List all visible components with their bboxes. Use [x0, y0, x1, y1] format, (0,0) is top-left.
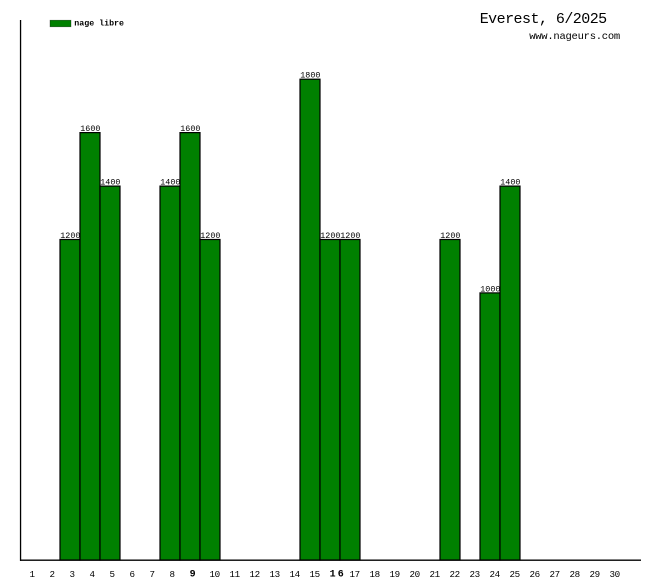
svg-text:14: 14	[290, 569, 301, 580]
svg-text:2: 2	[50, 569, 55, 580]
svg-text:nage libre: nage libre	[74, 19, 124, 29]
svg-text:1200: 1200	[200, 231, 220, 241]
svg-text:1400: 1400	[100, 178, 120, 188]
svg-text:25: 25	[510, 569, 520, 580]
svg-text:1200: 1200	[320, 231, 340, 241]
svg-text:18: 18	[370, 569, 380, 580]
svg-text:1600: 1600	[80, 124, 100, 134]
svg-text:1200: 1200	[60, 231, 80, 241]
svg-text:3: 3	[70, 569, 75, 580]
svg-text:1: 1	[30, 569, 36, 580]
svg-text:6: 6	[130, 569, 135, 580]
svg-text:Everest, 6/2025: Everest, 6/2025	[480, 11, 608, 28]
svg-text:1200: 1200	[440, 231, 460, 241]
svg-text:29: 29	[590, 569, 600, 580]
svg-text:15: 15	[310, 569, 320, 580]
svg-text:9: 9	[190, 570, 196, 580]
svg-text:23: 23	[470, 569, 480, 580]
svg-text:13: 13	[270, 569, 280, 580]
svg-text:7: 7	[150, 569, 155, 580]
svg-text:5: 5	[110, 569, 115, 580]
svg-text:1400: 1400	[500, 178, 520, 188]
svg-text:12: 12	[250, 569, 260, 580]
svg-text:1600: 1600	[180, 124, 200, 134]
svg-text:www.nageurs.com: www.nageurs.com	[529, 31, 620, 43]
svg-text:26: 26	[530, 569, 540, 580]
svg-text:10: 10	[210, 569, 220, 580]
svg-text:21: 21	[430, 569, 441, 580]
svg-text:28: 28	[570, 569, 580, 580]
svg-text:19: 19	[390, 569, 400, 580]
svg-text:30: 30	[610, 569, 620, 580]
svg-text:4: 4	[90, 569, 96, 580]
svg-text:1800: 1800	[300, 71, 320, 81]
svg-text:22: 22	[450, 569, 460, 580]
svg-text:17: 17	[350, 569, 360, 580]
svg-text:20: 20	[410, 569, 420, 580]
svg-text:1400: 1400	[160, 178, 180, 188]
svg-text:1200: 1200	[340, 231, 360, 241]
svg-text:16: 16	[330, 570, 344, 580]
svg-text:8: 8	[170, 569, 175, 580]
svg-text:24: 24	[490, 569, 501, 580]
svg-text:11: 11	[230, 569, 241, 580]
svg-text:1000: 1000	[480, 284, 500, 294]
svg-text:27: 27	[550, 569, 560, 580]
